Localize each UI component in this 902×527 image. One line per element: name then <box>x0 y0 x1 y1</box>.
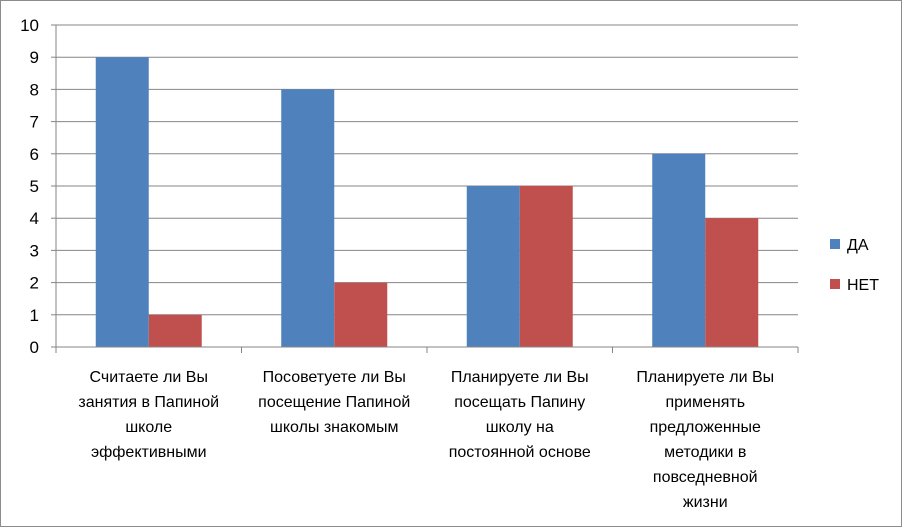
bar-net <box>705 218 759 347</box>
y-axis: 0 1 2 3 4 5 6 7 8 9 10 <box>20 16 57 357</box>
legend-label-da: ДА <box>847 237 869 254</box>
y-tick-label: 1 <box>30 306 39 325</box>
y-tick-label: 2 <box>30 274 39 293</box>
y-tick-label: 3 <box>30 241 39 260</box>
x-category-label: повседневной <box>653 469 758 486</box>
y-tick-label: 4 <box>30 209 39 228</box>
x-category-label: жизни <box>683 494 728 511</box>
y-tick-label: 0 <box>30 338 39 357</box>
bar-net <box>148 314 202 347</box>
y-tick-label: 7 <box>30 113 39 132</box>
bars <box>95 57 759 348</box>
x-category-label: эффективными <box>91 444 207 461</box>
legend: ДА НЕТ <box>830 237 879 294</box>
gridlines <box>56 24 798 316</box>
legend-swatch-net <box>830 279 840 289</box>
x-category-label: посещать Папину <box>454 394 585 411</box>
x-axis: Считаете ли Вы занятия в Папиной школе эффе… <box>55 346 799 511</box>
legend-swatch-da <box>830 239 840 249</box>
x-category-label: школу на <box>486 419 554 436</box>
x-category-label: Планируете ли Вы <box>636 369 774 386</box>
y-tick-label: 8 <box>30 80 39 99</box>
y-tick-label: 10 <box>20 16 39 35</box>
x-category-label: Считаете ли Вы <box>90 369 208 386</box>
x-category-label: посещение Папиной <box>258 394 410 411</box>
x-category-label: школе <box>125 419 172 436</box>
bar-net <box>519 186 573 347</box>
y-tick-label: 9 <box>30 48 39 67</box>
x-category-label: постоянной основе <box>449 444 591 461</box>
x-category-label: школы знакомым <box>270 419 399 436</box>
y-tick-label: 5 <box>30 177 39 196</box>
x-category-label: применять <box>665 394 745 411</box>
y-tick-label: 6 <box>30 145 39 164</box>
x-category-label: занятия в Папиной <box>78 394 219 411</box>
x-category-label: предложенные <box>650 419 761 436</box>
x-category-label: Посоветуете ли Вы <box>263 369 406 386</box>
bar-net <box>334 282 388 347</box>
legend-label-net: НЕТ <box>847 277 879 294</box>
bar-da <box>652 153 706 347</box>
bar-da <box>95 57 149 347</box>
bar-da <box>466 186 520 347</box>
x-category-label: Планируете ли Вы <box>451 369 589 386</box>
bar-da <box>281 89 335 348</box>
x-category-label: методики в <box>664 444 746 461</box>
